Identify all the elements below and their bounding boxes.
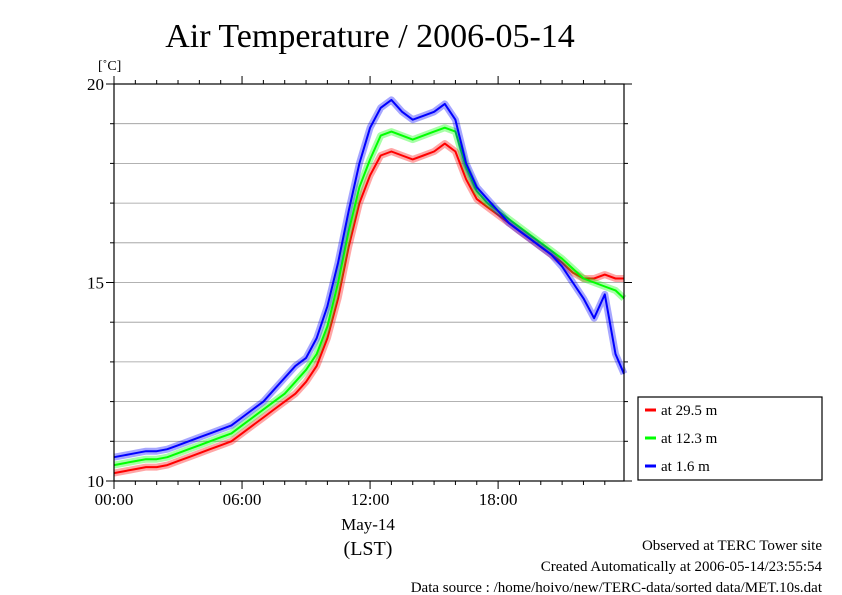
series-halo [113, 140, 624, 477]
y-tick-label: 10 [87, 472, 104, 491]
legend-label: at 1.6 m [661, 459, 710, 475]
grid [114, 123, 624, 442]
x-tick-label: 00:00 [95, 490, 134, 509]
legend-label: at 12.3 m [661, 431, 718, 447]
legend-label: at 29.5 m [661, 403, 718, 419]
x-tick-label: 06:00 [223, 490, 262, 509]
legend: at 29.5 m at 12.3 m at 1.6 m [637, 396, 823, 481]
legend-box [637, 396, 823, 481]
series-group [113, 96, 628, 477]
footer-created: Created Automatically at 2006-05-14/23:5… [541, 559, 823, 575]
footer-source: Data source : /home/hoivo/new/TERC-data/… [411, 580, 823, 595]
x-zone-label: (LST) [344, 538, 393, 560]
x-tick-label: 12:00 [351, 490, 390, 509]
series-line [113, 98, 625, 459]
footer-site: Observed at TERC Tower site [642, 538, 822, 554]
y-unit-label: [˚C] [98, 59, 121, 74]
axis-ticks [106, 76, 632, 489]
y-tick-label: 15 [87, 274, 104, 293]
x-tick-label: 18:00 [479, 490, 518, 509]
y-tick-labels: 10 15 20 [87, 75, 104, 491]
y-tick-label: 20 [87, 75, 104, 94]
series-line [113, 126, 625, 467]
x-date-label: May-14 [341, 515, 395, 534]
x-tick-labels: 00:00 06:00 12:00 18:00 [95, 490, 518, 509]
series-line [113, 142, 624, 475]
chart-title: Air Temperature / 2006-05-14 [165, 18, 575, 55]
